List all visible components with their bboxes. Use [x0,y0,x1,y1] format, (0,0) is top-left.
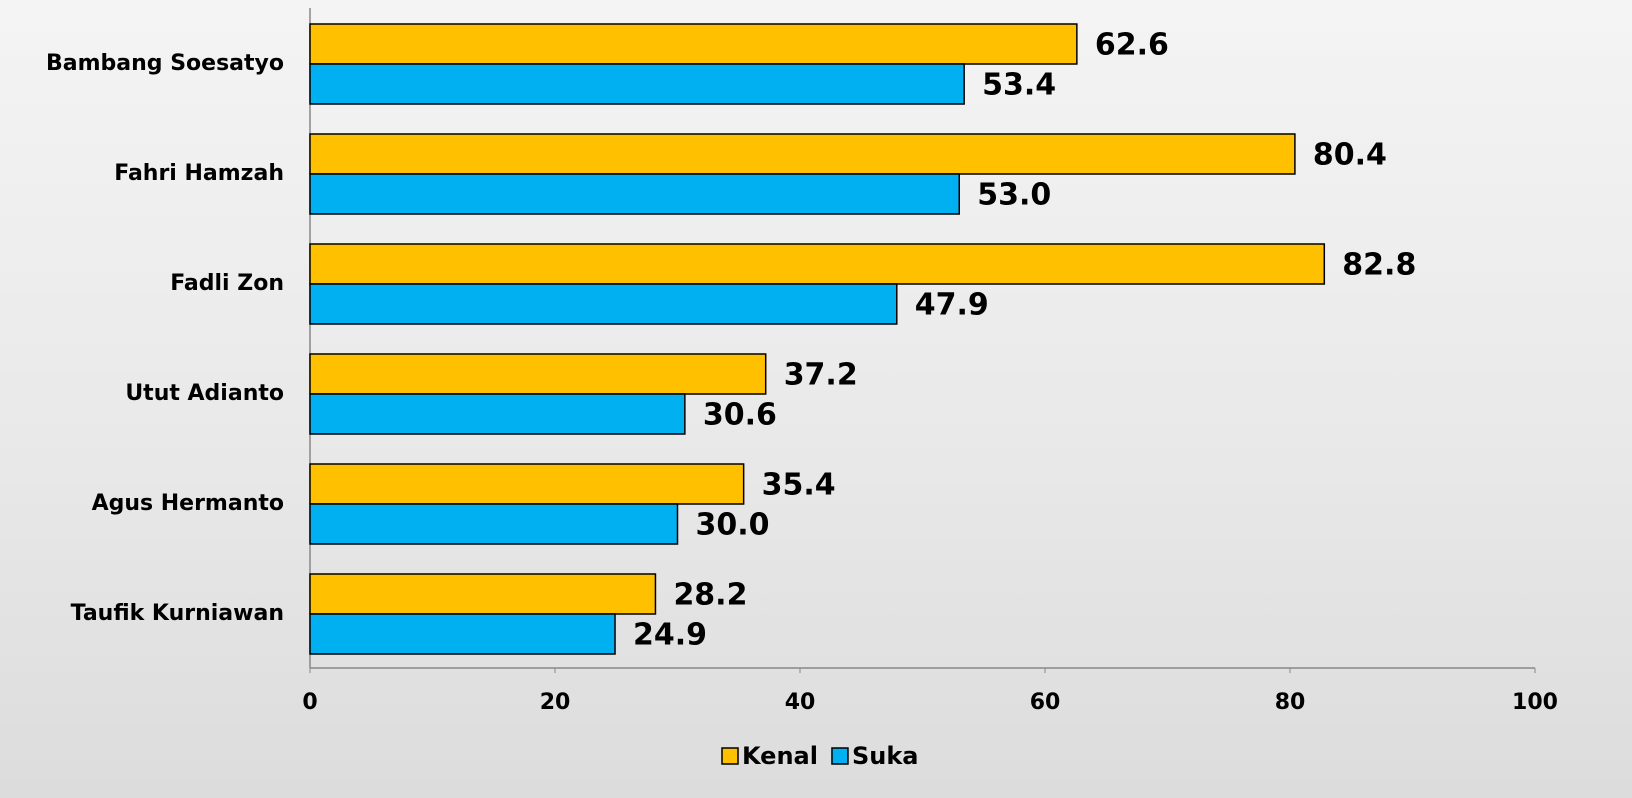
bar [310,504,678,544]
x-tick-label: 0 [302,690,317,715]
legend-swatch [832,748,848,764]
y-tick-label: Bambang Soesatyo [46,51,284,76]
bar [310,134,1295,174]
value-label: 53.4 [982,68,1056,103]
x-tick-label: 100 [1512,690,1558,715]
chart: 0 20 40 60 80 100 Bambang Soesatyo 62.6 53.4 Fahr… [0,0,1632,798]
bar [310,354,766,394]
value-label: 62.6 [1095,28,1169,63]
value-label: 37.2 [784,358,858,393]
value-label: 30.6 [703,398,777,433]
bar [310,174,959,214]
value-label: 28.2 [673,578,747,613]
value-label: 82.8 [1342,248,1416,283]
value-label: 47.9 [915,288,989,323]
y-tick-label: Taufik Kurniawan [71,601,284,626]
bar [310,244,1324,284]
value-label: 53.0 [977,178,1051,213]
bar [310,614,615,654]
value-label: 35.4 [762,468,836,503]
legend-label: Kenal [742,742,818,770]
bar [310,24,1077,64]
bar [310,284,897,324]
y-tick-label: Fadli Zon [170,271,284,296]
x-tick-label: 80 [1275,690,1306,715]
bar [310,64,964,104]
value-label: 30.0 [696,508,770,543]
y-tick-label: Agus Hermanto [92,491,284,516]
y-tick-label: Utut Adianto [125,381,284,406]
bar [310,574,655,614]
bar [310,394,685,434]
x-tick-label: 20 [540,690,571,715]
x-tick-label: 60 [1030,690,1061,715]
x-tick-label: 40 [785,690,816,715]
legend-swatch [722,748,738,764]
bar [310,464,744,504]
value-label: 80.4 [1313,138,1387,173]
value-label: 24.9 [633,618,707,653]
y-tick-label: Fahri Hamzah [114,161,284,186]
legend-label: Suka [852,742,919,770]
